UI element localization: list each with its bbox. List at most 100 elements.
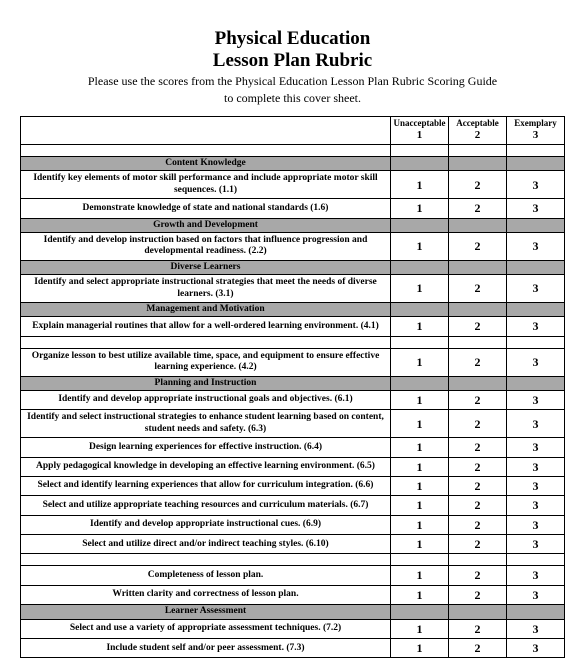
table-row bbox=[21, 554, 565, 566]
score-cell: 3 bbox=[506, 171, 564, 199]
table-row: Apply pedagogical knowledge in developin… bbox=[21, 457, 565, 476]
blank-cell bbox=[506, 336, 564, 348]
score-cell: 3 bbox=[506, 535, 564, 554]
criterion-description: Explain managerial routines that allow f… bbox=[21, 317, 391, 336]
table-row: Identify key elements of motor skill per… bbox=[21, 171, 565, 199]
section-blank bbox=[448, 605, 506, 619]
score-cell: 1 bbox=[391, 438, 449, 457]
score-cell: 2 bbox=[448, 171, 506, 199]
title-line-2: Lesson Plan Rubric bbox=[20, 50, 565, 72]
score-cell: 2 bbox=[448, 566, 506, 585]
subtitle-line-1: Please use the scores from the Physical … bbox=[20, 74, 565, 89]
score-cell: 3 bbox=[506, 233, 564, 261]
section-blank bbox=[448, 260, 506, 274]
criterion-description: Apply pedagogical knowledge in developin… bbox=[21, 457, 391, 476]
score-cell: 3 bbox=[506, 438, 564, 457]
rubric-table: Unacceptable 1 Acceptable 2 Exemplary 3 … bbox=[20, 116, 565, 658]
blank-cell bbox=[448, 554, 506, 566]
blank-cell bbox=[448, 336, 506, 348]
section-label: Planning and Instruction bbox=[21, 376, 391, 390]
table-row: Identify and develop appropriate instruc… bbox=[21, 390, 565, 409]
score-cell: 2 bbox=[448, 275, 506, 303]
score-cell: 1 bbox=[391, 233, 449, 261]
table-row: Management and Motivation bbox=[21, 302, 565, 316]
section-blank bbox=[391, 218, 449, 232]
header-col-1: Unacceptable 1 bbox=[391, 117, 449, 145]
section-blank bbox=[448, 376, 506, 390]
table-row: Select and identify learning experiences… bbox=[21, 476, 565, 495]
table-header-row: Unacceptable 1 Acceptable 2 Exemplary 3 bbox=[21, 117, 565, 145]
score-cell: 3 bbox=[506, 410, 564, 438]
score-cell: 3 bbox=[506, 348, 564, 376]
table-row: Select and utilize appropriate teaching … bbox=[21, 496, 565, 515]
score-cell: 3 bbox=[506, 457, 564, 476]
blank-cell bbox=[448, 145, 506, 157]
table-row: Include student self and/or peer assessm… bbox=[21, 639, 565, 658]
score-cell: 2 bbox=[448, 535, 506, 554]
criterion-description: Select and identify learning experiences… bbox=[21, 476, 391, 495]
table-row: Completeness of lesson plan.123 bbox=[21, 566, 565, 585]
criterion-description: Select and utilize appropriate teaching … bbox=[21, 496, 391, 515]
score-cell: 1 bbox=[391, 410, 449, 438]
section-label: Diverse Learners bbox=[21, 260, 391, 274]
table-row bbox=[21, 145, 565, 157]
score-cell: 2 bbox=[448, 496, 506, 515]
score-cell: 3 bbox=[506, 619, 564, 638]
table-row: Written clarity and correctness of lesso… bbox=[21, 585, 565, 604]
section-label: Learner Assessment bbox=[21, 605, 391, 619]
criterion-description: Select and utilize direct and/or indirec… bbox=[21, 535, 391, 554]
criterion-description: Include student self and/or peer assessm… bbox=[21, 639, 391, 658]
criterion-description: Written clarity and correctness of lesso… bbox=[21, 585, 391, 604]
section-label: Management and Motivation bbox=[21, 302, 391, 316]
section-blank bbox=[506, 157, 564, 171]
rubric-body: Content KnowledgeIdentify key elements o… bbox=[21, 145, 565, 658]
score-cell: 2 bbox=[448, 639, 506, 658]
score-cell: 1 bbox=[391, 639, 449, 658]
score-cell: 2 bbox=[448, 476, 506, 495]
table-row: Growth and Development bbox=[21, 218, 565, 232]
score-cell: 2 bbox=[448, 457, 506, 476]
table-row: Design learning experiences for effectiv… bbox=[21, 438, 565, 457]
table-row bbox=[21, 336, 565, 348]
score-cell: 1 bbox=[391, 619, 449, 638]
criterion-description: Organize lesson to best utilize availabl… bbox=[21, 348, 391, 376]
table-row: Content Knowledge bbox=[21, 157, 565, 171]
score-cell: 1 bbox=[391, 496, 449, 515]
section-blank bbox=[448, 218, 506, 232]
section-blank bbox=[448, 302, 506, 316]
score-cell: 3 bbox=[506, 476, 564, 495]
blank-cell bbox=[21, 554, 391, 566]
criterion-description: Design learning experiences for effectiv… bbox=[21, 438, 391, 457]
section-blank bbox=[506, 260, 564, 274]
section-label: Content Knowledge bbox=[21, 157, 391, 171]
score-cell: 1 bbox=[391, 275, 449, 303]
score-cell: 2 bbox=[448, 390, 506, 409]
blank-cell bbox=[21, 145, 391, 157]
table-row: Planning and Instruction bbox=[21, 376, 565, 390]
document-header: Physical Education Lesson Plan Rubric Pl… bbox=[20, 28, 565, 106]
criterion-description: Demonstrate knowledge of state and natio… bbox=[21, 199, 391, 218]
score-cell: 1 bbox=[391, 390, 449, 409]
score-cell: 1 bbox=[391, 171, 449, 199]
blank-cell bbox=[391, 336, 449, 348]
title-line-1: Physical Education bbox=[20, 28, 565, 50]
criterion-description: Identify and develop instruction based o… bbox=[21, 233, 391, 261]
blank-cell bbox=[391, 554, 449, 566]
table-row: Demonstrate knowledge of state and natio… bbox=[21, 199, 565, 218]
score-cell: 3 bbox=[506, 390, 564, 409]
score-cell: 1 bbox=[391, 199, 449, 218]
score-cell: 1 bbox=[391, 348, 449, 376]
score-cell: 1 bbox=[391, 457, 449, 476]
score-cell: 3 bbox=[506, 515, 564, 534]
score-cell: 3 bbox=[506, 317, 564, 336]
score-cell: 2 bbox=[448, 619, 506, 638]
score-cell: 3 bbox=[506, 496, 564, 515]
section-blank bbox=[391, 605, 449, 619]
score-cell: 3 bbox=[506, 639, 564, 658]
section-blank bbox=[506, 605, 564, 619]
section-blank bbox=[391, 260, 449, 274]
score-cell: 1 bbox=[391, 535, 449, 554]
score-cell: 2 bbox=[448, 585, 506, 604]
section-blank bbox=[391, 157, 449, 171]
criterion-description: Identify and select appropriate instruct… bbox=[21, 275, 391, 303]
